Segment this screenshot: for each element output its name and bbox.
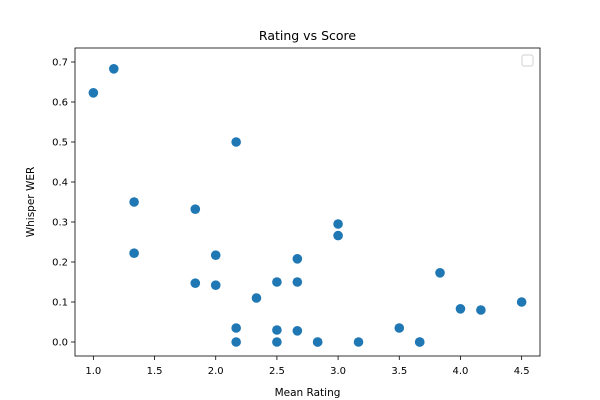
- scatter-point: [108, 64, 119, 74]
- chart-title: Rating vs Score: [259, 28, 356, 43]
- scatter-point: [455, 304, 466, 314]
- scatter-point: [210, 250, 221, 260]
- scatter-point: [516, 297, 527, 307]
- x-tick-label: 1.5: [147, 366, 163, 377]
- x-tick-label: 2.5: [269, 366, 285, 377]
- y-tick-label: 0.5: [52, 138, 68, 149]
- y-tick-label: 0.3: [52, 218, 68, 229]
- x-tick-label: 3.5: [391, 366, 407, 377]
- scatter-point: [190, 278, 201, 289]
- scatter-point: [292, 326, 303, 336]
- scatter-point: [476, 305, 486, 315]
- scatter-point: [394, 323, 405, 333]
- scatter-point: [272, 325, 282, 335]
- scatter-point: [88, 88, 99, 98]
- scatter-point: [292, 253, 303, 264]
- y-tick-label: 0.6: [52, 98, 68, 109]
- scatter-point: [231, 137, 241, 147]
- y-tick-label: 0.0: [52, 338, 68, 349]
- scatter-point: [231, 323, 241, 333]
- scatter-point: [333, 219, 343, 229]
- scatter-point: [129, 197, 139, 207]
- scatter-point: [210, 280, 221, 291]
- x-tick-label: 4.0: [453, 366, 469, 377]
- x-tick-label: 4.5: [514, 366, 530, 377]
- x-axis-ticks: 1.0 1.5 2.0 2.5 3.0 3.5 4.0 4.5: [85, 356, 530, 377]
- scatter-point: [272, 337, 282, 347]
- scatter-point: [251, 293, 262, 303]
- scatter-point: [231, 337, 241, 347]
- scatter-point: [435, 268, 445, 278]
- x-tick-label: 1.0: [85, 366, 101, 377]
- x-axis-label: Mean Rating: [275, 387, 341, 399]
- x-tick-label: 3.0: [330, 366, 346, 377]
- y-tick-label: 0.4: [52, 178, 68, 189]
- y-tick-label: 0.7: [52, 58, 68, 69]
- scatter-point: [292, 277, 303, 287]
- scatter-point: [333, 230, 343, 241]
- scatter-point: [272, 277, 282, 287]
- scatter-point: [414, 337, 425, 347]
- scatter-point: [312, 337, 323, 347]
- y-axis-ticks: 0.0 0.1 0.2 0.3 0.4 0.5 0.6 0.7: [52, 58, 75, 349]
- scatter-point: [129, 248, 139, 258]
- scatter-point: [190, 204, 201, 214]
- plot-frame: [74, 47, 541, 357]
- scatter-points: [88, 64, 527, 347]
- legend-box: [521, 54, 534, 67]
- y-tick-label: 0.2: [52, 258, 68, 269]
- x-tick-label: 2.0: [208, 366, 224, 377]
- y-axis-label: Whisper WER: [25, 167, 37, 238]
- scatter-point: [353, 337, 364, 347]
- y-tick-label: 0.1: [52, 298, 68, 309]
